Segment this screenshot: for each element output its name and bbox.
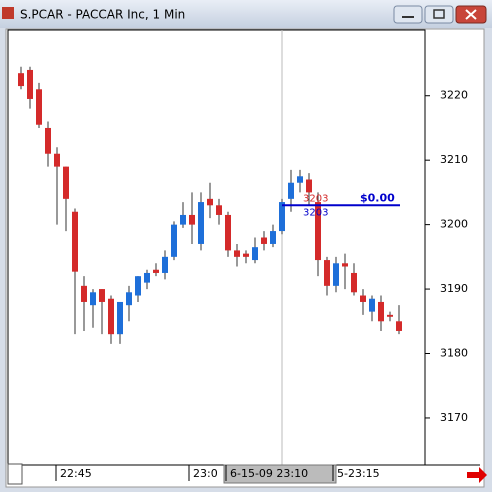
x-tick-label: 5-23:15 [337, 467, 380, 480]
candle-body [270, 231, 276, 244]
candle-body [54, 153, 60, 167]
candle-body [315, 202, 321, 261]
candle-body [81, 285, 87, 302]
candle-body [117, 301, 123, 335]
candle-body [252, 247, 258, 261]
candle-body [189, 214, 195, 225]
candle-body [243, 253, 249, 257]
candle-body [27, 69, 33, 99]
order-label: 3203 [303, 207, 328, 218]
time-highlight [223, 464, 337, 484]
candle-body [18, 73, 24, 87]
candle-body [360, 295, 366, 302]
candle-body [297, 176, 303, 183]
y-tick-label: 3210 [440, 153, 468, 166]
candle-body [351, 272, 357, 293]
candle-body [396, 321, 402, 331]
pnl-label: $0.00 [360, 191, 395, 204]
restore-button[interactable] [424, 5, 454, 24]
candle-body [36, 89, 42, 125]
window-title: S.PCAR - PACCAR Inc, 1 Min [20, 8, 185, 22]
candle-body [333, 263, 339, 286]
x-tick-label: 6-15-09 23:10 [230, 467, 308, 480]
x-tick-label: 23:0 [193, 467, 218, 480]
candle-body [72, 211, 78, 272]
minimize-button[interactable] [393, 5, 423, 24]
y-tick-label: 3190 [440, 282, 468, 295]
scroll-arrow[interactable] [467, 467, 487, 483]
candle-body [369, 298, 375, 312]
y-tick-label: 3180 [440, 347, 468, 360]
plot-area [7, 29, 426, 466]
candle-body [306, 179, 312, 193]
candle-body [324, 260, 330, 286]
candle-body [279, 202, 285, 232]
candle-body [63, 166, 69, 199]
candle-body [126, 292, 132, 306]
y-tick-label: 3220 [440, 89, 468, 102]
candle-body [342, 263, 348, 267]
candle-body [180, 214, 186, 225]
candle-body [387, 314, 393, 317]
candle-body [99, 289, 105, 302]
candle-body [90, 292, 96, 306]
candle-body [45, 127, 51, 154]
scroll-handle[interactable] [7, 463, 23, 485]
candle-body [207, 198, 213, 206]
candle-body [378, 301, 384, 322]
candle-body [234, 250, 240, 257]
candle-body [171, 224, 177, 257]
candle-body [198, 202, 204, 244]
candle-body [135, 276, 141, 296]
candle-body [216, 205, 222, 215]
candle-body [225, 214, 231, 251]
candle-body [288, 182, 294, 199]
y-tick-label: 3170 [440, 411, 468, 424]
order-label: 3203 [303, 193, 328, 204]
candle-body [108, 298, 114, 335]
candle-body [162, 256, 168, 273]
x-tick-label: 22:45 [60, 467, 92, 480]
y-tick-label: 3200 [440, 218, 468, 231]
candle-body [144, 272, 150, 283]
app-icon [2, 7, 14, 19]
candle-body [261, 237, 267, 244]
candle-body [153, 269, 159, 273]
